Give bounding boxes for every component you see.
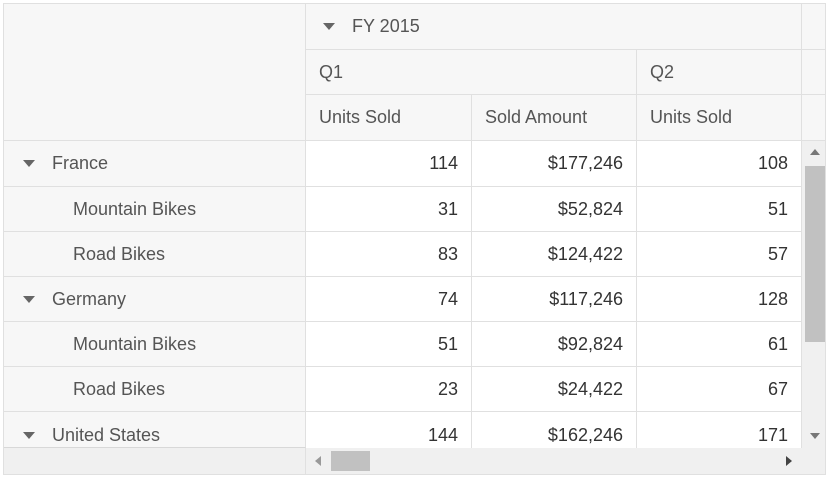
quarter-header-q2[interactable]: Q2 <box>637 50 801 95</box>
horizontal-scrollbar-thumb[interactable] <box>331 451 370 471</box>
header-gutter <box>801 50 825 95</box>
value-cell[interactable]: $52,824 <box>472 187 637 232</box>
row-header-road-bikes[interactable]: Road Bikes <box>4 367 306 412</box>
value-cell[interactable]: 114 <box>306 141 472 187</box>
value-cell[interactable]: $162,246 <box>472 412 637 448</box>
header-gutter <box>801 4 825 50</box>
value-cell[interactable]: 57 <box>637 232 801 277</box>
value-cell[interactable]: 74 <box>306 277 472 322</box>
measure-label: Sold Amount <box>485 107 588 127</box>
value-cell[interactable]: $117,246 <box>472 277 637 322</box>
scrollbar-corner <box>801 448 825 474</box>
row-header-mountain-bikes[interactable]: Mountain Bikes <box>4 322 306 367</box>
vertical-scrollbar-thumb[interactable] <box>805 166 825 342</box>
row-label: Germany <box>52 288 127 309</box>
row-label: Mountain Bikes <box>73 333 197 354</box>
collapse-caret-icon[interactable] <box>23 160 35 167</box>
measure-label: Units Sold <box>650 107 733 127</box>
scroll-right-arrow-icon[interactable] <box>786 456 792 466</box>
measure-header-units-sold-q1[interactable]: Units Sold <box>306 95 472 141</box>
measure-header-sold-amount-q1[interactable]: Sold Amount <box>472 95 637 141</box>
value-cell[interactable]: $177,246 <box>472 141 637 187</box>
measure-header-units-sold-q2[interactable]: Units Sold <box>637 95 801 141</box>
value-cell[interactable]: 23 <box>306 367 472 412</box>
value-cell[interactable]: 108 <box>637 141 801 187</box>
quarter-label: Q1 <box>319 61 344 82</box>
corner-header <box>4 4 306 141</box>
value-cell[interactable]: 51 <box>306 322 472 367</box>
row-header-road-bikes[interactable]: Road Bikes <box>4 232 306 277</box>
frozen-scroll-area <box>4 448 306 474</box>
row-header-germany[interactable]: Germany <box>4 277 306 322</box>
value-cell[interactable]: 67 <box>637 367 801 412</box>
pivot-grid: FY 2015 Q1 Q2 Units Sold Sold Amount Uni… <box>3 3 826 475</box>
row-label: France <box>52 153 109 173</box>
value-cell[interactable]: 83 <box>306 232 472 277</box>
year-header[interactable]: FY 2015 <box>306 4 801 50</box>
value-cell[interactable]: 128 <box>637 277 801 322</box>
value-cell[interactable]: 51 <box>637 187 801 232</box>
collapse-caret-icon[interactable] <box>23 432 35 439</box>
row-label: Road Bikes <box>73 243 166 264</box>
row-header-mountain-bikes[interactable]: Mountain Bikes <box>4 187 306 232</box>
quarter-header-q1[interactable]: Q1 <box>306 50 637 95</box>
collapse-caret-icon[interactable] <box>323 23 335 30</box>
value-cell[interactable]: $24,422 <box>472 367 637 412</box>
row-header-france[interactable]: France <box>4 141 306 187</box>
measure-label: Units Sold <box>319 107 402 127</box>
scroll-down-arrow-icon[interactable] <box>810 433 820 439</box>
row-label: United States <box>52 425 161 445</box>
horizontal-scrollbar[interactable] <box>306 448 801 474</box>
scroll-left-arrow-icon[interactable] <box>315 456 321 466</box>
value-cell[interactable]: $124,422 <box>472 232 637 277</box>
row-label: Mountain Bikes <box>73 198 197 219</box>
header-gutter <box>801 95 825 141</box>
value-cell[interactable]: 171 <box>757 424 788 445</box>
value-cell[interactable]: 31 <box>306 187 472 232</box>
value-cell[interactable]: 144 <box>306 412 472 448</box>
quarter-label: Q2 <box>650 61 675 82</box>
value-cell[interactable]: $92,824 <box>472 322 637 367</box>
value-cell[interactable]: 61 <box>637 322 801 367</box>
scroll-up-arrow-icon[interactable] <box>810 149 820 155</box>
year-label: FY 2015 <box>352 16 420 36</box>
vertical-scrollbar[interactable] <box>801 141 825 448</box>
row-label: Road Bikes <box>73 378 166 399</box>
row-header-united-states[interactable]: United States <box>4 412 306 448</box>
collapse-caret-icon[interactable] <box>23 295 35 303</box>
